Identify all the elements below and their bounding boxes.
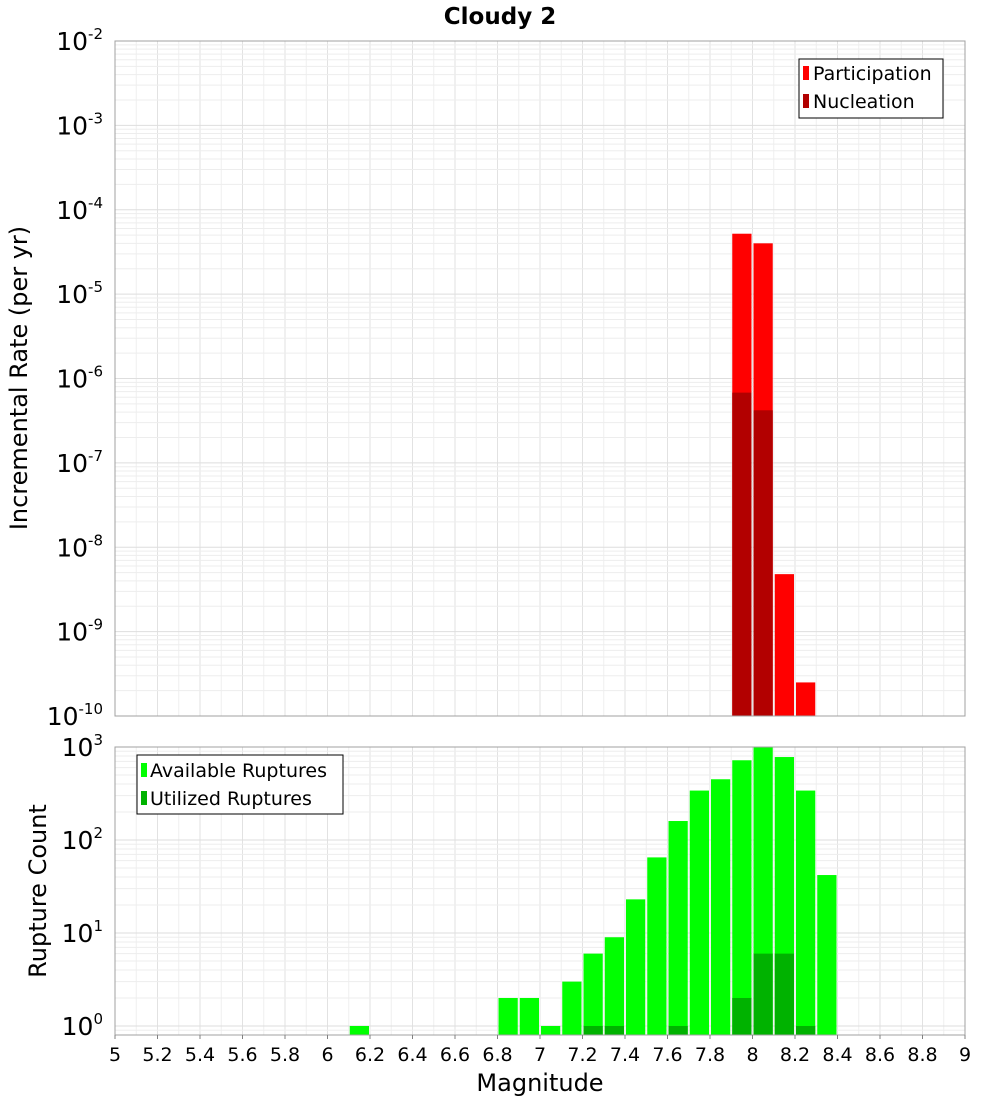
x-tick-label: 8.4 (822, 1044, 852, 1066)
bottom-legend: Available Ruptures Utilized Ruptures (136, 754, 344, 815)
bar-available-ruptures (817, 875, 837, 1035)
x-tick-label: 5.6 (227, 1044, 257, 1066)
y-tick-label: 103 (62, 731, 103, 762)
bar-available-ruptures (498, 997, 518, 1035)
y-tick-label: 10-3 (56, 109, 103, 140)
legend-label-utilized: Utilized Ruptures (150, 788, 312, 810)
top-legend: Participation Nucleation (798, 58, 944, 119)
bottom-y-axis-label: Rupture Count (24, 804, 52, 978)
x-tick-label: 7.2 (567, 1044, 597, 1066)
legend-swatch-utilized (141, 791, 147, 805)
x-tick-label: 8.6 (865, 1044, 895, 1066)
top-bars (732, 233, 816, 717)
bottom-panel: 100 101 102 103 5 5.2 5.4 5.6 5.8 6 6.2 6.4 6.6 6.8 7… (24, 731, 971, 1097)
x-tick-label: 6.8 (482, 1044, 512, 1066)
y-tick-label: 10-6 (56, 363, 103, 394)
x-tick-label: 7.8 (695, 1044, 725, 1066)
y-tick-label: 10-5 (56, 278, 103, 309)
x-tick-label: 7 (534, 1044, 546, 1066)
bar-utilized-ruptures (604, 1025, 624, 1035)
bar-utilized-ruptures (583, 1025, 603, 1035)
bar-available-ruptures (541, 1025, 561, 1035)
bar-utilized-ruptures (732, 997, 752, 1035)
bar-available-ruptures (626, 899, 646, 1035)
legend-label-available: Available Ruptures (150, 760, 327, 782)
bar-utilized-ruptures (753, 953, 773, 1035)
bar-available-ruptures (796, 790, 816, 1035)
y-tick-label: 10-2 (56, 25, 103, 56)
bar-utilized-ruptures (668, 1025, 688, 1035)
bar-available-ruptures (562, 981, 582, 1035)
x-tick-label: 6.6 (440, 1044, 470, 1066)
bar-available-ruptures (668, 821, 688, 1035)
top-grid (114, 40, 966, 717)
bar-nucleation (732, 392, 752, 716)
bottom-y-ticks: 100 101 102 103 (62, 731, 103, 1041)
legend-swatch-available (141, 763, 147, 777)
bar-available-ruptures (583, 953, 603, 1035)
top-legend-box (798, 58, 944, 119)
x-tick-label: 8.2 (780, 1044, 810, 1066)
y-tick-label: 10-10 (47, 700, 103, 731)
bar-available-ruptures (711, 779, 731, 1035)
y-tick-label: 100 (62, 1010, 103, 1041)
y-tick-label: 10-8 (56, 531, 103, 562)
x-tick-label: 6.2 (355, 1044, 385, 1066)
chart-title: Cloudy 2 (444, 4, 556, 30)
y-tick-label: 10-4 (56, 194, 103, 225)
top-panel: 10-10 10-9 10-8 10-7 10-6 10-5 10-4 10-3 10-2 In… (5, 25, 966, 731)
bar-available-ruptures (732, 760, 752, 1035)
y-tick-label: 101 (62, 917, 103, 948)
x-tick-label: 5.8 (270, 1044, 300, 1066)
x-axis-label: Magnitude (476, 1069, 603, 1097)
bar-nucleation (753, 410, 773, 716)
x-tick-label: 6 (321, 1044, 333, 1066)
bar-participation (796, 682, 816, 716)
x-tick-label: 6.4 (397, 1044, 427, 1066)
x-ticks: 5 5.2 5.4 5.6 5.8 6 6.2 6.4 6.6 6.8 7 7.2 7.4 7.6 7.8 8… (109, 1035, 971, 1066)
legend-label-participation: Participation (813, 63, 932, 85)
x-tick-label: 8 (746, 1044, 758, 1066)
y-tick-label: 10-7 (56, 447, 103, 478)
bar-available-ruptures (349, 1025, 369, 1035)
bar-utilized-ruptures (796, 1025, 816, 1035)
bar-utilized-ruptures (774, 953, 794, 1035)
bar-available-ruptures (604, 937, 624, 1035)
bar-available-ruptures (519, 997, 539, 1035)
x-tick-label: 7.4 (610, 1044, 640, 1066)
x-tick-label: 5.2 (142, 1044, 172, 1066)
bottom-bars (349, 747, 837, 1035)
legend-swatch-participation (803, 66, 809, 80)
bottom-legend-box (136, 754, 344, 815)
x-tick-label: 5 (109, 1044, 121, 1066)
bar-participation (774, 574, 794, 716)
y-tick-label: 10-9 (56, 616, 103, 647)
x-tick-label: 9 (959, 1044, 971, 1066)
legend-swatch-nucleation (803, 94, 809, 108)
top-y-axis-label: Incremental Rate (per yr) (5, 226, 33, 530)
bar-available-ruptures (647, 857, 667, 1035)
top-y-ticks: 10-10 10-9 10-8 10-7 10-6 10-5 10-4 10-3 10-2 (47, 25, 103, 731)
x-tick-label: 8.8 (907, 1044, 937, 1066)
top-plot-border (114, 40, 966, 717)
legend-label-nucleation: Nucleation (813, 91, 915, 113)
x-tick-label: 7.6 (652, 1044, 682, 1066)
y-tick-label: 102 (62, 824, 103, 855)
bar-available-ruptures (689, 790, 709, 1035)
x-tick-label: 5.4 (185, 1044, 215, 1066)
